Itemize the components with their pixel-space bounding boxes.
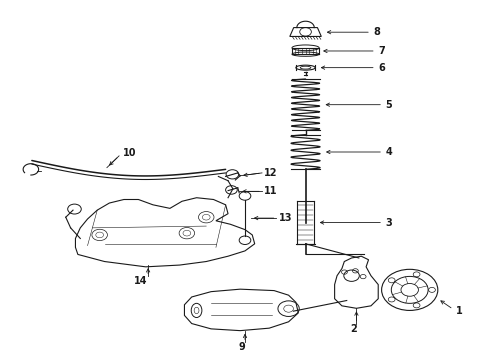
Text: 2: 2 — [351, 324, 357, 334]
Text: 11: 11 — [265, 186, 278, 196]
Text: 8: 8 — [373, 27, 380, 37]
Text: 12: 12 — [265, 168, 278, 178]
Text: 10: 10 — [123, 148, 136, 158]
Text: 7: 7 — [378, 46, 385, 56]
Text: 3: 3 — [386, 217, 392, 228]
Text: 13: 13 — [279, 213, 293, 223]
Text: 14: 14 — [134, 276, 147, 286]
Text: 6: 6 — [378, 63, 385, 73]
Text: 4: 4 — [386, 147, 392, 157]
Text: 1: 1 — [456, 306, 463, 316]
Text: 9: 9 — [239, 342, 245, 352]
Text: 5: 5 — [386, 100, 392, 110]
